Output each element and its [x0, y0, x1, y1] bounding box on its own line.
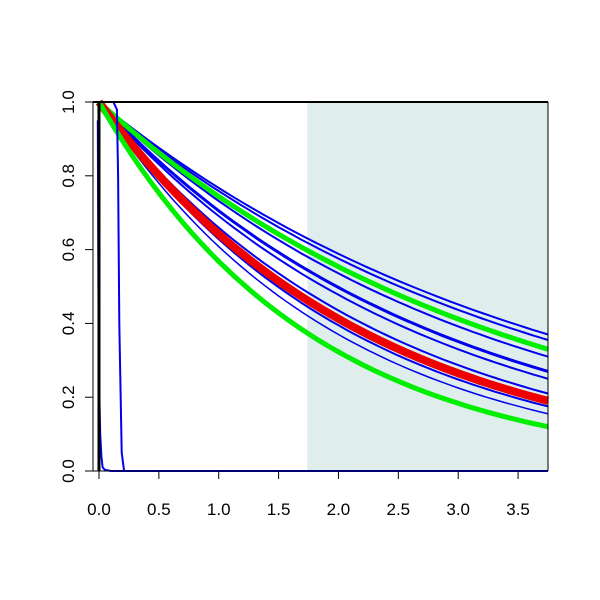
y-tick-label: 0.0	[59, 459, 78, 483]
y-tick-label: 1.0	[59, 90, 78, 114]
y-tick-label: 0.4	[59, 312, 78, 336]
y-tick-label: 0.8	[59, 164, 78, 188]
shaded-region	[307, 102, 548, 471]
series-line-2	[98, 101, 549, 341]
axes-layer: 0.0 0.5 1.0 1.5 2.0 2.5 3.0 3.5 0.0 0.2 0.4 0.6 0.8 1…	[59, 90, 549, 519]
series-line-10	[95, 99, 550, 405]
x-tick-label: 0.0	[87, 500, 111, 519]
y-tick-label: 0.6	[59, 238, 78, 262]
x-tick-label: 3.0	[446, 500, 470, 519]
series-line-13	[99, 101, 548, 472]
series-line-4	[97, 100, 549, 373]
series-line-9	[97, 100, 549, 352]
y-tick-label: 0.2	[59, 385, 78, 409]
series-line-5	[98, 101, 549, 380]
x-tick-label: 3.5	[506, 500, 530, 519]
x-tick-label: 1.5	[267, 500, 291, 519]
series-line-11	[96, 100, 549, 430]
x-tick-label: 2.0	[327, 500, 351, 519]
series-line-8	[98, 101, 549, 415]
x-tick-label: 2.5	[387, 500, 411, 519]
series-line-1	[98, 101, 549, 336]
x-tick-label: 0.5	[147, 500, 171, 519]
x-tick-label: 1.0	[207, 500, 231, 519]
